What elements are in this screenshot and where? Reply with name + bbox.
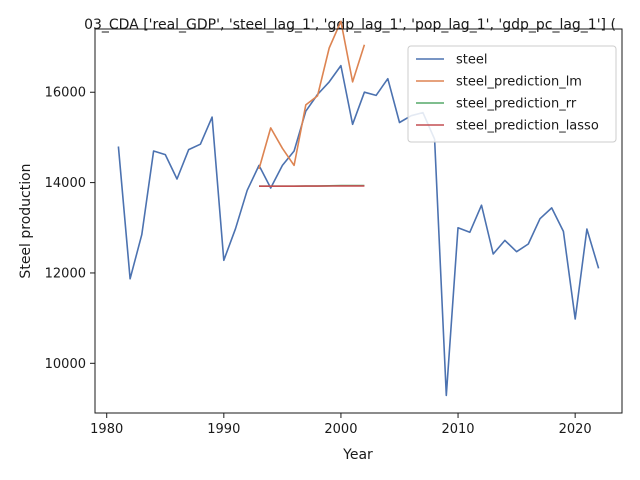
series-line-steel bbox=[117, 64, 600, 397]
axes-frame bbox=[94, 28, 623, 414]
y-tick-label: 14000 bbox=[45, 176, 86, 191]
y-tick-label: 10000 bbox=[45, 357, 86, 372]
legend-entry-label: steel bbox=[456, 53, 487, 68]
y-axis-label: Steel production bbox=[18, 163, 34, 278]
series-line-steel-prediction-lm bbox=[258, 20, 366, 170]
y-axis-ticks: 10000 12000 14000 16000 bbox=[45, 86, 95, 372]
x-tick-label: 2020 bbox=[559, 422, 592, 437]
x-axis-ticks: 1980 1990 2000 2010 2020 bbox=[90, 413, 592, 437]
chart-title: 03_CDA ['real_GDP', 'steel_lag_1', 'gdp_… bbox=[84, 17, 616, 33]
y-tick-label: 16000 bbox=[45, 86, 86, 101]
x-tick-label: 1980 bbox=[90, 422, 123, 437]
legend-entry-label: steel_prediction_lasso bbox=[456, 119, 599, 134]
legend-entry-label: steel_prediction_lm bbox=[456, 75, 582, 90]
x-tick-label: 1990 bbox=[207, 422, 240, 437]
legend-box bbox=[407, 45, 617, 143]
x-axis-label: Year bbox=[342, 447, 373, 463]
y-tick-label: 12000 bbox=[45, 266, 86, 281]
x-tick-label: 2000 bbox=[324, 422, 357, 437]
plot-area bbox=[117, 20, 600, 397]
x-tick-label: 2010 bbox=[441, 422, 474, 437]
legend: steel steel_prediction_lm steel_prediction… bbox=[407, 45, 617, 143]
legend-entry-label: steel_prediction_rr bbox=[456, 97, 577, 112]
